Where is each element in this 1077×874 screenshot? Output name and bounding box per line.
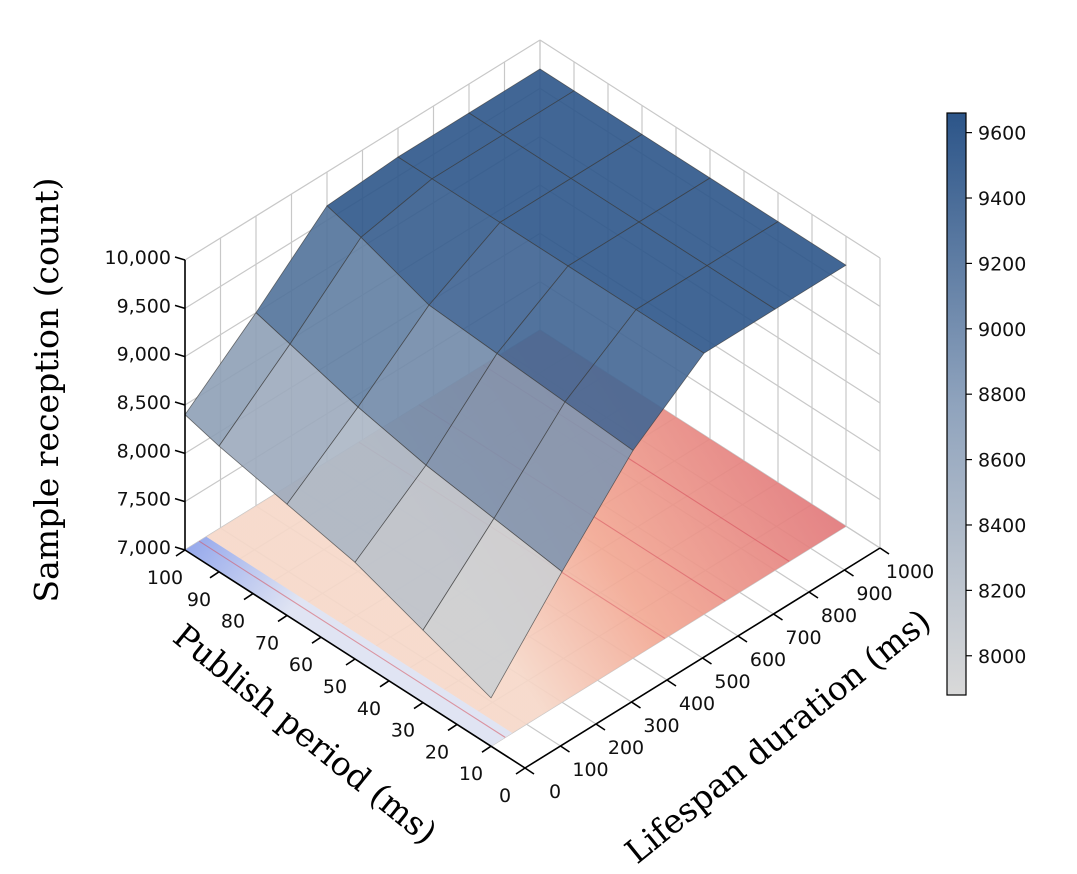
- y-tick-mark: [243, 592, 254, 601]
- colorbar-tick-label: 9600: [978, 123, 1026, 145]
- z-tick-mark: [174, 401, 186, 406]
- x-tick-mark: [595, 723, 606, 731]
- floor-contour-line: [198, 540, 506, 738]
- x-tick-mark: [666, 679, 677, 687]
- y-tick-mark: [345, 658, 356, 666]
- y-tick-mark: [277, 614, 288, 623]
- colorbar-tick-label: 8200: [978, 580, 1026, 602]
- x-tick-mark: [808, 591, 819, 599]
- z-tick-mark: [174, 352, 186, 358]
- surface: [184, 68, 847, 699]
- z-tick-label: 7,500: [117, 489, 171, 511]
- colorbar-tick-label: 9400: [978, 188, 1026, 210]
- floor-projection-cool: [185, 536, 513, 747]
- z-tick-label: 8,500: [117, 392, 171, 414]
- y-tick-label: 40: [357, 698, 381, 720]
- y-tick-mark: [447, 723, 458, 732]
- colorbar-tick-label: 9000: [978, 319, 1026, 341]
- z-tick-label: 9,000: [117, 344, 171, 366]
- colorbar-tick-label: 9200: [978, 253, 1026, 275]
- colorbar-tick-label: 8000: [978, 646, 1026, 668]
- x-tick-mark: [631, 701, 641, 709]
- x-tick-label: 300: [643, 715, 679, 737]
- y-tick-mark: [379, 680, 390, 688]
- y-tick-label: 100: [147, 567, 183, 589]
- y-tick-label: 70: [255, 632, 279, 654]
- y-tick-label: 50: [323, 676, 347, 698]
- x-tick-label: 400: [679, 693, 715, 715]
- y-tick-label: 10: [459, 763, 483, 785]
- y-tick-mark: [413, 701, 424, 710]
- x-tick-mark: [737, 635, 748, 643]
- y-tick-mark: [515, 767, 526, 775]
- colorbar-tick-label: 8800: [978, 384, 1026, 406]
- x-tick-label: 600: [750, 649, 786, 671]
- y-tick-mark: [209, 571, 220, 579]
- y-tick-mark: [175, 549, 186, 557]
- z-tick-label: 7,000: [117, 537, 171, 559]
- x-tick-mark: [773, 613, 783, 621]
- grid-line-z-right-wall: [539, 39, 881, 259]
- z-tick-mark: [174, 304, 186, 310]
- colorbar-gradient: [946, 112, 967, 696]
- x-tick-label: 500: [714, 671, 750, 693]
- x-tick-mark: [879, 547, 890, 555]
- y-tick-mark: [311, 636, 322, 644]
- x-tick-mark: [844, 569, 854, 577]
- z-tick-mark: [174, 449, 186, 455]
- y-tick-label: 90: [187, 589, 211, 611]
- colorbar-tick-label: 8400: [978, 515, 1026, 537]
- colorbar: [946, 112, 967, 696]
- x-tick-label: 0: [549, 781, 561, 803]
- z-axis-ticks: 7,000 7,500 8,000 8,500 9,000 9,500 10,000: [105, 247, 186, 559]
- y-tick-label: 20: [425, 741, 449, 763]
- x-tick-mark: [702, 657, 712, 665]
- y-tick-label: 0: [499, 785, 511, 807]
- x-tick-label: 100: [572, 759, 608, 781]
- y-tick-label: 80: [221, 611, 245, 633]
- grid-line-z-left-wall: [184, 39, 541, 261]
- z-tick-label: 10,000: [105, 247, 171, 269]
- x-tick-label: 1000: [886, 561, 934, 583]
- z-tick-label: 8,000: [117, 440, 171, 462]
- z-tick-mark: [174, 497, 186, 503]
- surface-patch: [422, 518, 563, 699]
- x-tick-label: 200: [608, 737, 644, 759]
- x-tick-mark: [524, 767, 535, 775]
- x-tick-label: 900: [856, 583, 892, 605]
- y-tick-label: 60: [289, 654, 313, 676]
- x-tick-label: 800: [821, 605, 857, 627]
- y-tick-mark: [481, 745, 492, 753]
- y-tick-label: 30: [391, 720, 415, 742]
- x-tick-label: 700: [785, 627, 821, 649]
- colorbar-tick-label: 8600: [978, 450, 1026, 472]
- z-tick-mark: [174, 546, 186, 551]
- z-axis-label: Sample reception (count): [27, 177, 66, 602]
- z-tick-mark: [174, 256, 186, 261]
- colorbar-ticks: 8000 8200 8400 8600 8800 9000 9200 9400 9600: [966, 123, 1026, 668]
- z-tick-label: 9,500: [117, 295, 171, 317]
- x-tick-mark: [560, 745, 570, 753]
